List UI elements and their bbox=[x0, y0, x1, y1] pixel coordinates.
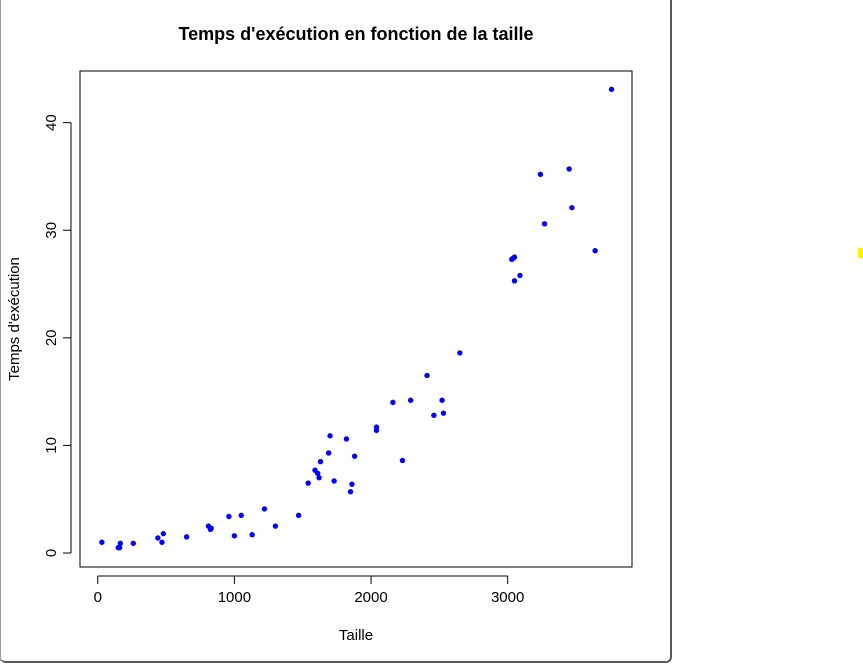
data-point bbox=[592, 247, 598, 254]
data-point bbox=[238, 512, 244, 519]
data-point bbox=[569, 204, 575, 211]
data-point bbox=[331, 478, 337, 484]
data-point bbox=[457, 350, 463, 356]
data-point bbox=[159, 539, 165, 545]
plot-frame bbox=[79, 70, 633, 568]
data-point bbox=[130, 540, 136, 547]
data-point bbox=[272, 523, 279, 529]
data-point bbox=[117, 540, 124, 547]
data-point bbox=[327, 433, 333, 439]
y-tick-label: 10 bbox=[43, 437, 60, 454]
data-point bbox=[226, 513, 232, 520]
chart-title: Temps d'exécution en fonction de la tail… bbox=[178, 24, 533, 44]
data-point bbox=[343, 436, 350, 442]
data-point bbox=[541, 221, 548, 227]
x-axis-label: Taille bbox=[339, 627, 373, 644]
data-point bbox=[431, 412, 437, 418]
data-point bbox=[99, 539, 105, 545]
data-point bbox=[305, 480, 311, 486]
data-point bbox=[407, 397, 414, 403]
y-tick-label: 40 bbox=[43, 114, 60, 131]
data-points bbox=[99, 86, 615, 551]
data-point bbox=[155, 535, 161, 541]
data-point bbox=[261, 506, 268, 512]
y-axis-label: Temps d'exécution bbox=[6, 257, 23, 381]
data-point bbox=[517, 272, 523, 279]
data-point bbox=[511, 278, 518, 284]
data-point bbox=[317, 458, 324, 465]
data-point bbox=[349, 481, 355, 487]
data-point bbox=[537, 171, 544, 177]
data-point bbox=[351, 453, 358, 459]
y-tick-label: 20 bbox=[43, 329, 60, 346]
y-axis: 0 10 20 30 40 bbox=[43, 114, 72, 557]
x-axis: 0 1000 2000 3000 bbox=[94, 575, 524, 606]
data-point bbox=[390, 399, 396, 406]
data-point bbox=[316, 474, 322, 481]
data-point bbox=[511, 254, 518, 260]
x-tick-label: 2000 bbox=[354, 589, 387, 606]
data-point bbox=[295, 512, 302, 519]
data-point bbox=[608, 86, 615, 92]
data-point bbox=[373, 427, 380, 434]
data-point bbox=[440, 410, 447, 416]
data-point bbox=[439, 397, 445, 403]
x-tick-label: 3000 bbox=[491, 589, 524, 606]
x-tick-label: 0 bbox=[94, 589, 102, 606]
y-tick-label: 0 bbox=[43, 549, 60, 557]
x-tick-label: 1000 bbox=[218, 589, 251, 606]
data-point bbox=[116, 544, 123, 551]
data-point bbox=[315, 470, 321, 477]
data-point bbox=[183, 534, 190, 540]
data-point bbox=[325, 450, 332, 456]
data-point bbox=[399, 457, 406, 464]
y-tick-label: 30 bbox=[43, 222, 60, 239]
scatter-chart: Temps d'exécution en fonction de la tail… bbox=[6, 24, 633, 644]
data-point bbox=[249, 532, 255, 538]
data-point bbox=[160, 530, 167, 537]
data-point bbox=[347, 488, 354, 495]
data-point bbox=[566, 166, 572, 172]
window-left-edge bbox=[0, 0, 1, 661]
highlight-marker bbox=[858, 248, 863, 258]
data-point bbox=[208, 525, 214, 531]
plot-window: Temps d'exécution en fonction de la tail… bbox=[0, 0, 672, 663]
data-point bbox=[231, 533, 238, 539]
data-point bbox=[424, 372, 430, 379]
